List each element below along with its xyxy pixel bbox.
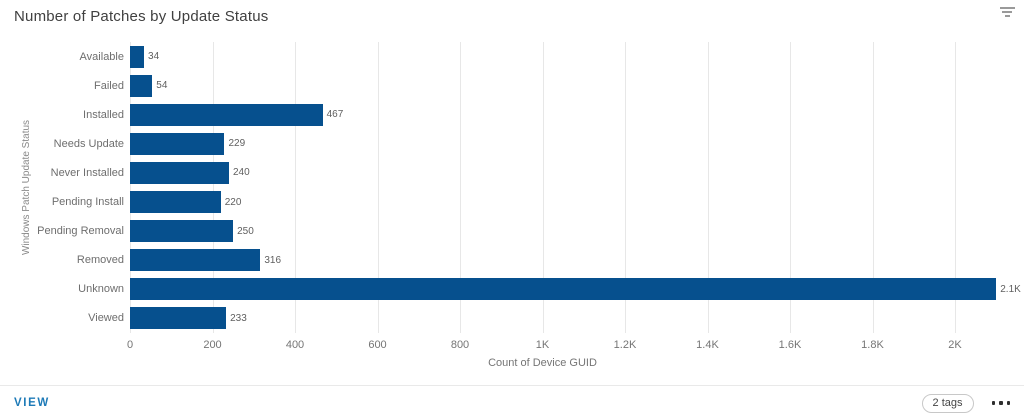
bar-pending-removal[interactable]: [130, 220, 234, 243]
card-footer: VIEW 2 tags: [0, 385, 1024, 420]
category-label: Pending Install: [51, 196, 124, 209]
filter-icon[interactable]: [998, 7, 1016, 21]
x-tick-label: 1.4K: [696, 339, 719, 351]
ellipsis-dot: [991, 401, 995, 405]
tags-badge[interactable]: 2 tags: [921, 393, 974, 413]
gridline: [130, 42, 131, 333]
category-label: Pending Removal: [37, 225, 124, 238]
ellipsis-dot: [999, 401, 1003, 405]
x-tick-label: 200: [203, 339, 222, 351]
bar-viewed[interactable]: [130, 307, 227, 330]
filter-icon-bar: [1002, 11, 1012, 13]
bar-row: 54: [130, 71, 1016, 100]
gridline: [295, 42, 296, 333]
gridline: [790, 42, 791, 333]
category-label: Installed: [83, 108, 124, 121]
bar-row: 229: [130, 129, 1016, 158]
category-label: Needs Update: [53, 137, 124, 150]
bar-value-label: 240: [233, 167, 250, 179]
bar-value-label: 34: [148, 51, 160, 63]
bar-row: 34: [130, 42, 1016, 71]
category-labels: Available Failed Installed Needs Update Neve…: [0, 42, 124, 333]
category-label: Never Installed: [50, 166, 124, 179]
filter-icon-bar: [999, 7, 1015, 9]
category-label: Available: [79, 50, 124, 63]
bar-row: 250: [130, 217, 1016, 246]
bar-row: 316: [130, 246, 1016, 275]
filter-icon-bar: [1004, 15, 1010, 17]
ellipsis-menu-icon[interactable]: [990, 395, 1013, 411]
chart-title: Number of Patches by Update Status: [14, 8, 269, 25]
gridline: [625, 42, 626, 333]
bar-value-label: 467: [326, 109, 344, 121]
view-link[interactable]: VIEW: [14, 397, 50, 409]
x-tick-label: 1.8K: [861, 339, 884, 351]
bar-needs-update[interactable]: [130, 132, 225, 155]
bar-value-label: 250: [237, 225, 254, 237]
bar-value-label: 229: [228, 138, 246, 150]
gridline: [212, 42, 214, 333]
bar-value-label: 54: [156, 80, 168, 92]
category-label: Unknown: [78, 283, 124, 296]
category-label: Failed: [94, 79, 124, 92]
category-label: Viewed: [88, 312, 124, 325]
x-tick-label: 400: [285, 339, 305, 351]
gridline: [377, 42, 379, 333]
bar-unknown[interactable]: [130, 278, 997, 301]
bar-row: 233: [130, 304, 1016, 333]
bar-value-label: 316: [264, 254, 282, 266]
gridline: [872, 42, 874, 333]
x-tick-label: 800: [450, 339, 470, 351]
x-tick-label: 2K: [948, 339, 962, 351]
category-label: Removed: [76, 254, 124, 267]
x-tick-label: 0: [126, 339, 134, 351]
bar-value-label: 233: [230, 312, 247, 324]
plot-area: 34 54 467 229 240 220 250 316 2.1K 233: [130, 42, 1021, 333]
bar-row: 240: [130, 158, 1016, 187]
x-axis-title: Count of Device GUID: [488, 357, 597, 369]
bar-row: 2.1K: [130, 275, 1021, 304]
x-axis-ticks: 0 200 400 600 800 1K 1.2K 1.4K 1.6K 1.8K 2K: [0, 339, 1024, 353]
x-tick-label: 600: [368, 339, 387, 351]
gridline: [955, 42, 956, 333]
bar-value-label: 2.1K: [1000, 283, 1021, 295]
bar-installed[interactable]: [130, 103, 323, 126]
bar-pending-install[interactable]: [130, 191, 221, 214]
x-tick-label: 1.6K: [778, 339, 802, 351]
bar-value-label: 220: [224, 196, 242, 208]
bar-available[interactable]: [130, 45, 145, 68]
bar-removed[interactable]: [130, 249, 261, 272]
bar-never-installed[interactable]: [130, 161, 229, 184]
bar-row: 467: [130, 100, 1016, 129]
gridline: [542, 42, 544, 333]
gridline: [460, 42, 461, 333]
gridline: [707, 42, 709, 333]
x-tick-label: 1.2K: [613, 339, 637, 351]
x-tick-label: 1K: [535, 339, 550, 351]
bar-failed[interactable]: [130, 74, 153, 97]
ellipsis-dot: [1006, 401, 1010, 405]
bar-row: 220: [130, 188, 1016, 217]
